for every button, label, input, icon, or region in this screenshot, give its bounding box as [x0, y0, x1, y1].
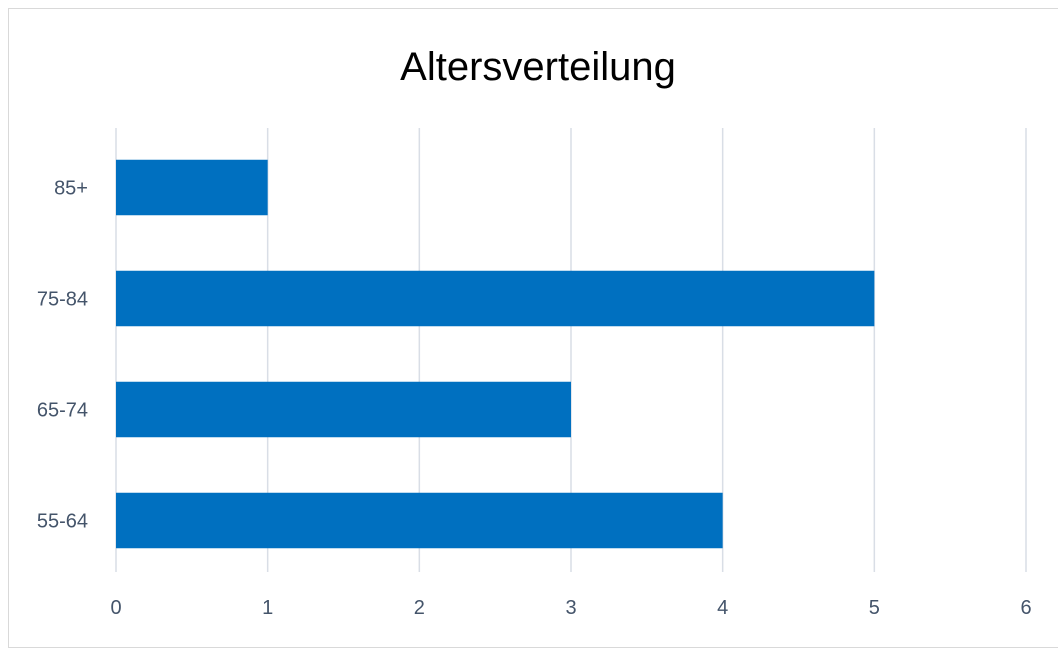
x-axis-ticks: 0 1 2 3 4 5 6: [110, 597, 1031, 619]
bar-85+: [116, 159, 268, 216]
x-tick-label: 4: [717, 597, 728, 619]
y-axis-ticks: 55-64 65-74 75-84 85+: [37, 178, 88, 533]
x-tick-label: 3: [565, 597, 576, 619]
x-tick-label: 0: [110, 597, 121, 619]
x-tick-label: 2: [414, 597, 425, 619]
y-tick-label: 65-74: [37, 400, 88, 422]
bar-65-74: [116, 381, 571, 438]
bar-75-84: [116, 270, 875, 327]
chart-title: Altersverteilung: [400, 45, 676, 89]
bar-chart: Altersverteilung 0 1 2 3 4 5 6 55-64 65-74 75-84…: [37, 45, 1032, 619]
y-tick-label: 55-64: [37, 511, 88, 533]
y-tick-label: 75-84: [37, 289, 88, 311]
x-tick-label: 1: [262, 597, 273, 619]
bar-55-64: [116, 492, 723, 549]
x-tick-label: 6: [1020, 597, 1031, 619]
bars: [116, 159, 875, 549]
y-tick-label: 85+: [54, 178, 88, 200]
x-tick-label: 5: [869, 597, 880, 619]
